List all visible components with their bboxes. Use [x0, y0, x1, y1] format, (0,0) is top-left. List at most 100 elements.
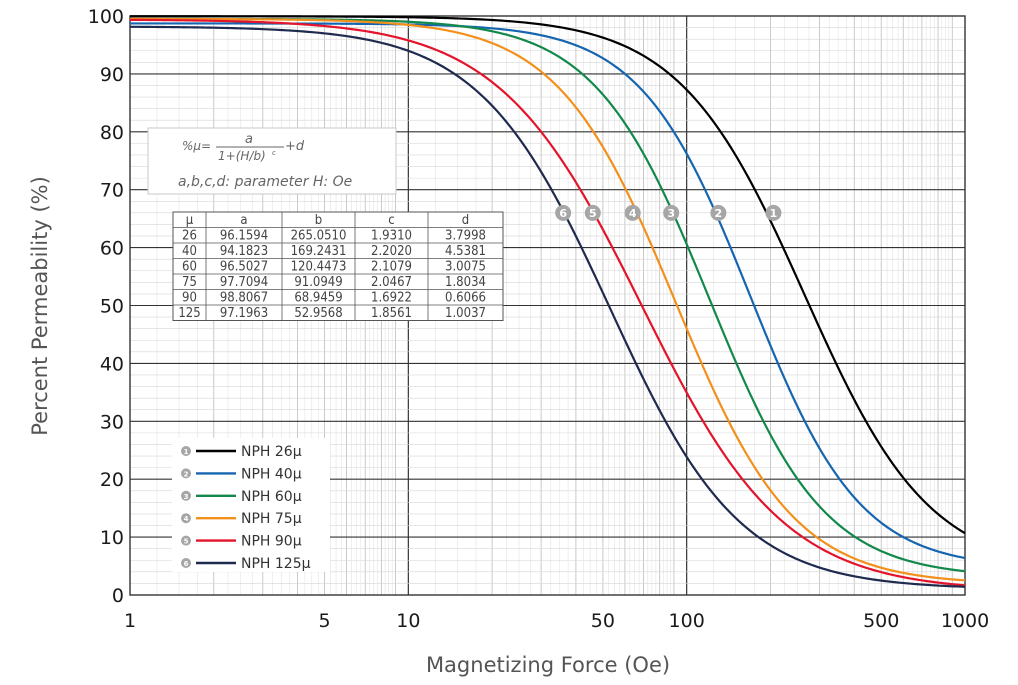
y-axis-label: Percent Permeability (%): [28, 176, 52, 436]
table-bg: [172, 211, 504, 321]
plot-frame: [129, 15, 966, 596]
legend-marker-1: [181, 446, 191, 456]
formula-numerator: a: [245, 132, 253, 147]
legend-entry: NPH 40μ: [241, 466, 302, 482]
table-cell: 60: [182, 260, 197, 275]
curve-marker-label: 4: [629, 207, 637, 220]
table-cell: 4.5381: [445, 244, 486, 259]
y-tick-label: 0: [112, 585, 124, 607]
x-tick-label: 1: [124, 610, 136, 632]
table-cell: 96.1594: [220, 229, 268, 244]
y-tick-label: 50: [100, 296, 124, 318]
series-lines: [129, 15, 966, 588]
table-cell: 26: [182, 229, 197, 244]
table-cell: 97.7094: [220, 275, 268, 290]
legend-marker-4: [181, 513, 191, 524]
table-header-cell: a: [240, 213, 247, 228]
curve-marker-1: [765, 204, 782, 221]
legend-marker-label: 2: [184, 470, 189, 478]
y-tick-label: 40: [100, 353, 124, 375]
table-cell: 68.9459: [294, 291, 342, 306]
curve-marker-label: 6: [559, 207, 567, 220]
x-tick-label: 10: [396, 610, 420, 632]
curve-marker-label: 1: [770, 207, 778, 220]
series-line-1: [130, 15, 966, 535]
legend-marker-label: 1: [184, 448, 189, 456]
table-cell: 90: [182, 291, 197, 306]
legend-bg: [172, 438, 330, 572]
y-tick-label: 30: [100, 411, 124, 433]
svg-text:%μ=: %μ=: [182, 139, 211, 153]
curve-marker-label: 2: [715, 207, 723, 220]
table-cell: 2.0467: [371, 275, 412, 290]
y-tick-label: 80: [100, 122, 124, 144]
curve-marker-label: 5: [589, 207, 597, 220]
legend-marker-label: 4: [184, 515, 189, 523]
x-tick-label: 5: [318, 610, 330, 632]
table-header-cell: c: [388, 213, 394, 228]
x-tick-label: 50: [591, 610, 615, 632]
legend-entry: NPH 26μ: [241, 444, 302, 460]
x-tick-label: 500: [863, 610, 899, 632]
x-tick-label: 1000: [941, 610, 989, 632]
legend-marker-5: [181, 535, 191, 546]
formula-suffix: +d: [285, 139, 305, 154]
x-tick-label: 100: [669, 610, 705, 632]
plot-border: [129, 15, 966, 596]
table-header-cell: b: [315, 213, 322, 228]
table-cell: 91.0949: [294, 275, 342, 290]
y-tick-labels: 0 10 20 30 40 50 60 70 80 90 100: [88, 6, 124, 607]
series-line-4: [130, 17, 966, 582]
y-tick-label: 20: [100, 469, 124, 491]
legend-marker-label: 3: [184, 493, 189, 501]
formula-note: a,b,c,d: parameter H: Oe: [178, 174, 352, 190]
table-cell: 2.2020: [371, 244, 412, 259]
y-tick-label: 100: [88, 6, 124, 28]
table-cell: 1.8034: [445, 275, 486, 290]
table-cell: 1.0037: [445, 306, 486, 321]
table-cell: 265.0510: [291, 229, 347, 244]
y-tick-label: 60: [100, 238, 124, 260]
formula-exponent: c: [272, 149, 276, 157]
series-line-5: [129, 18, 966, 587]
table-cell: 75: [182, 275, 197, 290]
table-cell: 169.2431: [291, 244, 347, 259]
curve-markers: 6 5 4 3 2 1: [555, 204, 782, 221]
legend-entry: NPH 60μ: [241, 489, 302, 505]
legend-marker-label: 6: [184, 560, 189, 568]
legend-entry: NPH 125μ: [241, 556, 311, 572]
y-tick-label: 10: [100, 527, 124, 549]
legend-marker-6: [181, 558, 191, 568]
table-cell: 1.8561: [371, 306, 412, 321]
table-cell: 97.1963: [220, 306, 268, 321]
formula-box: %μ= a 1+(H/b) c +d a,b,c,d: parameter H:…: [147, 127, 397, 195]
x-axis-label: Magnetizing Force (Oe): [426, 653, 670, 677]
table-header-cell: μ: [186, 213, 194, 228]
formula-prefix: %μ=: [182, 139, 211, 153]
table-cell: 3.0075: [445, 260, 486, 275]
table-cell: 120.4473: [291, 260, 347, 275]
table-header-cell: d: [462, 213, 469, 228]
parameter-table: μ a b c d 26 96.1594 265.0510 1.9310 3.7998 40 94.1…: [172, 211, 504, 321]
legend-marker-label: 5: [184, 538, 189, 546]
table-cell: 94.1823: [220, 244, 268, 259]
table-cell: 96.5027: [220, 260, 268, 275]
curve-marker-6: [555, 204, 572, 221]
y-tick-label: 90: [100, 64, 124, 86]
legend: 1 NPH 26μ 2 NPH 40μ 3 NPH 60μ 4 NPH 75μ 5 NPH 90μ…: [172, 438, 330, 572]
series-line-6: [129, 25, 966, 588]
table-cell: 2.1079: [371, 260, 412, 275]
legend-entry: NPH 90μ: [241, 534, 302, 550]
legend-marker-3: [181, 490, 191, 501]
table-cell: 40: [182, 244, 197, 259]
x-tick-labels: 1 5 10 50 100 500 1000: [124, 610, 989, 632]
table-cell: 3.7998: [445, 229, 486, 244]
curve-marker-5: [584, 204, 601, 221]
table-cell: 0.6066: [445, 291, 486, 306]
table-cell: 125: [178, 306, 200, 321]
formula-denominator: 1+(H/b): [218, 149, 266, 163]
table-cell: 98.8067: [220, 291, 268, 306]
curve-marker-3: [663, 204, 680, 221]
table-cell: 1.9310: [371, 229, 412, 244]
